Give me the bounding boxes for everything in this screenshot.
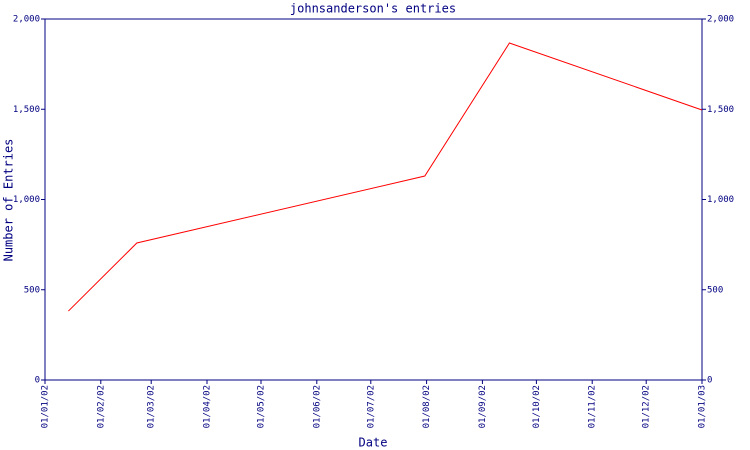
y2-tick-label: 500 [707, 285, 723, 295]
y-tick-label: 0 [35, 376, 40, 386]
data-line [68, 42, 703, 312]
x-tick-label: 01/01/02 [41, 385, 51, 428]
y-tick-label: 1,500 [13, 105, 40, 115]
x-tick-label: 01/07/02 [366, 385, 376, 428]
x-tick-label: 01/02/02 [96, 385, 106, 428]
x-tick-label: 01/04/02 [203, 385, 213, 428]
plot-frame [44, 18, 703, 381]
x-tick-label: 01/03/02 [147, 385, 157, 428]
y-axis-label: Number of Entries [2, 139, 16, 262]
x-axis-label: Date [359, 436, 388, 450]
y-tick-label: 2,000 [13, 15, 40, 25]
y2-tick-label: 1,000 [707, 195, 734, 205]
x-tick-label: 01/05/02 [257, 385, 267, 428]
x-tick-label: 01/01/03 [698, 385, 708, 428]
x-tick-label: 01/06/02 [312, 385, 322, 428]
x-tick-label: 01/09/02 [478, 385, 488, 428]
x-tick-label: 01/12/02 [642, 385, 652, 428]
y-tick-label: 500 [24, 285, 40, 295]
y2-tick-label: 1,500 [707, 105, 734, 115]
x-tick-label: 01/11/02 [588, 385, 598, 428]
y2-tick-label: 0 [707, 376, 712, 386]
x-tick-label: 01/10/02 [532, 385, 542, 428]
y2-tick-label: 2,000 [707, 15, 734, 25]
chart-title: johnsanderson's entries [290, 2, 456, 16]
y-tick-label: 1,000 [13, 195, 40, 205]
x-tick-label: 01/08/02 [422, 385, 432, 428]
